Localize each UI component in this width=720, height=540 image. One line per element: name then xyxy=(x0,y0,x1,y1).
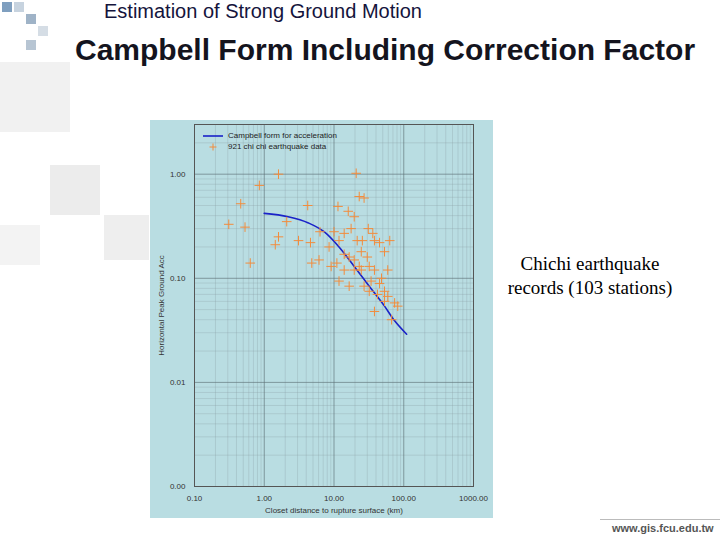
html-text:Chichi earthquake records (103: Chichi earthquake records (103 stations) xyxy=(507,253,673,298)
svg-text:0.10: 0.10 xyxy=(187,494,203,503)
svg-text:Closet distance to rupture sur: Closet distance to rupture surface (km) xyxy=(265,506,403,515)
svg-text:0.10: 0.10 xyxy=(170,274,186,283)
html-text:Campbell form for acceleration: Campbell form for acceleration xyxy=(228,131,337,140)
svg-text:Horizontal Peak Ground Acc: Horizontal Peak Ground Acc xyxy=(157,255,166,356)
svg-text:1000.00: 1000.00 xyxy=(459,494,488,503)
svg-text:10.00: 10.00 xyxy=(324,494,345,503)
html-text:921 chi chi earthquake data: 921 chi chi earthquake data xyxy=(228,142,327,151)
svg-text:0.00: 0.00 xyxy=(170,482,186,491)
svg-text:100.00: 100.00 xyxy=(392,494,417,503)
svg-text:0.01: 0.01 xyxy=(170,378,186,387)
html-text:Estimation of Strong Ground Mo: Estimation of Strong Ground Motion xyxy=(104,0,422,22)
svg-text:1.00: 1.00 xyxy=(170,170,186,179)
html-text:www.gis.fcu.edu.tw: www.gis.fcu.edu.tw xyxy=(612,522,714,534)
html-text:Campbell Form Including Correc: Campbell Form Including Correction Facto… xyxy=(75,33,696,66)
svg-text:1.00: 1.00 xyxy=(256,494,272,503)
